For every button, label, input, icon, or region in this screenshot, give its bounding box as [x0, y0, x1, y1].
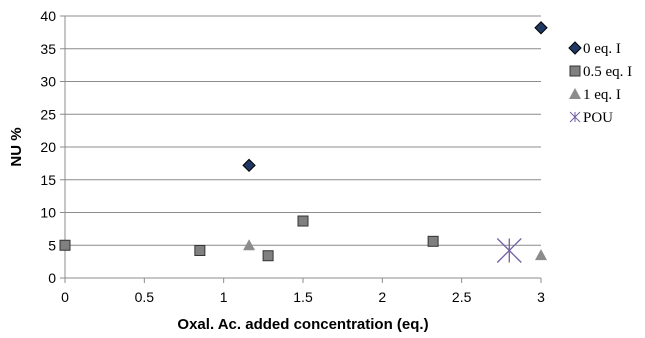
legend-label: 1 eq. I	[583, 87, 621, 103]
y-tick-label: 10	[40, 205, 56, 221]
axes	[60, 15, 542, 283]
y-tick-label: 5	[48, 237, 56, 253]
x-tick-label: 3	[537, 289, 545, 305]
data-point-square	[297, 215, 309, 227]
x-tick-label: 1	[220, 289, 228, 305]
x-tick-label: 2	[378, 289, 386, 305]
legend-marker-star	[569, 111, 581, 123]
legend-item: 0.5 eq. I	[569, 64, 632, 80]
x-tick-label: 0.5	[135, 289, 155, 305]
y-tick-label: 0	[48, 270, 56, 286]
x-axis-title: Oxal. Ac. added concentration (eq.)	[177, 316, 428, 333]
x-tick-label: 0	[61, 289, 69, 305]
y-tick-label: 40	[40, 8, 56, 24]
data-point-square	[194, 244, 206, 256]
legend-item: 0 eq. I	[568, 41, 621, 57]
legend-marker-triangle	[569, 88, 581, 99]
data-point-diamond	[242, 158, 256, 173]
data-point-square	[427, 235, 439, 247]
tick-labels: 0 5 10 15 20 25 30 35 40 0 0.5 1 1.5 2 2.5 3	[40, 8, 545, 305]
legend-label: 0.5 eq. I	[583, 64, 632, 80]
x-tick-label: 2.5	[452, 289, 472, 305]
legend-marker-diamond	[568, 41, 582, 55]
legend-marker-square	[569, 65, 581, 77]
y-tick-label: 25	[40, 106, 56, 122]
legend-label: 0 eq. I	[583, 41, 621, 57]
data-point-diamond	[534, 21, 548, 35]
y-tick-label: 35	[40, 41, 56, 57]
data-point-triangle	[535, 249, 547, 261]
grid-lines	[65, 15, 541, 246]
legend-item: 1 eq. I	[569, 87, 621, 103]
legend-item: POU	[569, 110, 613, 126]
data-point-square	[262, 250, 274, 262]
x-tick-label: 1.5	[293, 289, 313, 305]
data-point-star	[496, 238, 522, 263]
y-axis-title: NU %	[8, 127, 25, 166]
y-tick-label: 15	[40, 172, 56, 188]
y-tick-label: 20	[40, 139, 56, 155]
data-point-square	[59, 239, 71, 251]
data-points	[59, 21, 548, 263]
y-tick-label: 30	[40, 74, 56, 90]
legend-label: POU	[583, 110, 613, 126]
legend: 0 eq. I 0.5 eq. I 1 eq. I POU	[568, 41, 632, 126]
data-point-triangle	[243, 239, 256, 251]
